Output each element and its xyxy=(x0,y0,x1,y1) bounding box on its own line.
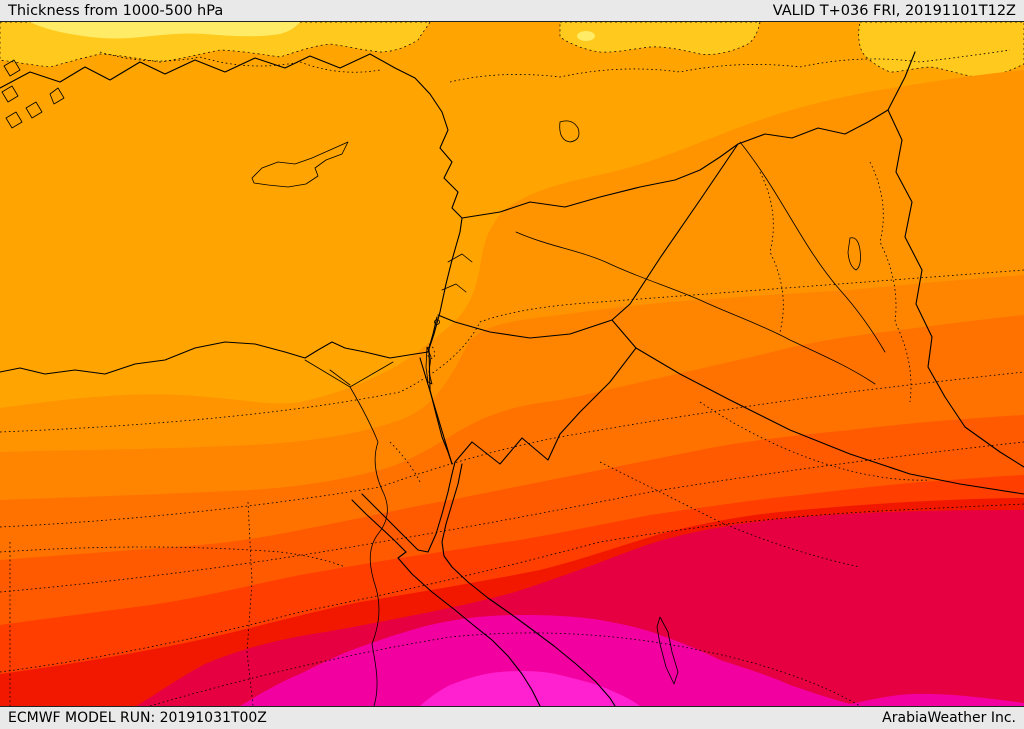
border-syria-iraq xyxy=(611,143,739,321)
brand-label: ArabiaWeather Inc. xyxy=(882,710,1016,726)
sea-of-galilee xyxy=(434,319,440,325)
header-bar: Thickness from 1000-500 hPa VALID T+036 … xyxy=(0,0,1024,22)
band-crimson xyxy=(0,510,1024,706)
band-yellow-bright-inner xyxy=(30,22,300,39)
admin-boundary-iraq-2 xyxy=(869,161,912,403)
lake-tharthar xyxy=(847,237,861,271)
model-run-label: ECMWF MODEL RUN: 20191031T00Z xyxy=(8,710,267,726)
border-egypt-israel xyxy=(419,357,453,465)
admin-boundary-sinai xyxy=(389,441,421,483)
band-yellow-bright-spot xyxy=(577,31,595,41)
border-israel-jordan xyxy=(428,316,453,465)
red-sea-west-coast xyxy=(351,499,541,706)
border-jordan-saudi xyxy=(454,347,637,465)
coastline-egypt xyxy=(0,341,429,375)
border-jordan-iraq xyxy=(611,319,637,349)
euphrates-river xyxy=(515,231,876,385)
contour-dotted-1 xyxy=(0,269,1024,433)
border-iraq-saudi xyxy=(635,347,1024,495)
band-magenta xyxy=(240,615,1024,706)
admin-boundary-saudi-1 xyxy=(699,401,931,481)
tigris-river xyxy=(739,141,886,353)
band-yellow-northeast xyxy=(858,22,1024,78)
contour-dotted-2 xyxy=(0,371,1024,528)
dead-sea xyxy=(425,346,433,385)
red-sea-inlet xyxy=(656,616,679,685)
map-canvas xyxy=(0,22,1024,706)
admin-boundary-turkey-2 xyxy=(449,49,1011,83)
admin-boundary-saudi-2 xyxy=(599,461,861,568)
admin-boundary-turkey-1 xyxy=(99,51,381,73)
border-turkey-iraq xyxy=(737,109,889,145)
red-sea-east-coast xyxy=(441,463,616,706)
band-yellow-north-center xyxy=(559,22,761,55)
nile-delta xyxy=(304,359,394,388)
island-cyprus xyxy=(251,141,349,188)
page-title: Thickness from 1000-500 hPa xyxy=(8,2,224,19)
border-lebanon-syria xyxy=(441,253,473,293)
sinai-coast xyxy=(361,461,456,553)
admin-boundary-egypt-1 xyxy=(0,546,346,568)
aegean-islands xyxy=(1,59,65,129)
thickness-map xyxy=(0,22,1024,706)
nile-river xyxy=(349,386,388,706)
lake-tuz xyxy=(559,120,580,143)
coastline-levant xyxy=(427,217,463,353)
admin-boundary-egypt-2 xyxy=(246,501,254,706)
admin-boundary-west-bank xyxy=(426,343,435,359)
band-magenta-bright xyxy=(420,671,640,706)
coastline-turkey xyxy=(0,53,463,219)
border-syria-jordan xyxy=(437,314,613,339)
border-iraq-iran xyxy=(887,109,1024,468)
valid-time-label: VALID T+036 FRI, 20191101T12Z xyxy=(772,2,1016,19)
border-turkey-iran xyxy=(887,51,916,111)
border-turkey-syria xyxy=(461,143,739,219)
footer-bar: ECMWF MODEL RUN: 20191031T00Z ArabiaWeat… xyxy=(0,706,1024,729)
